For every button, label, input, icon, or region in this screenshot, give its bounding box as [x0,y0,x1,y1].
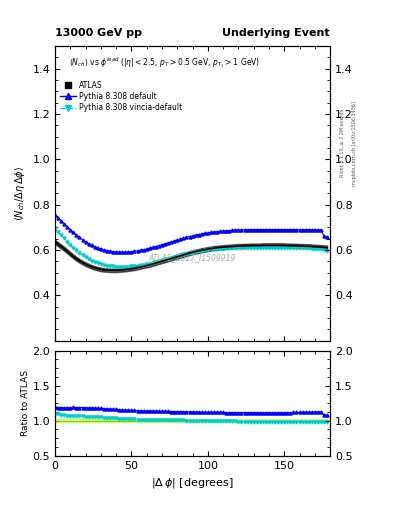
Text: mcplots.cern.ch [arXiv:1306.3436]: mcplots.cern.ch [arXiv:1306.3436] [352,101,357,186]
Text: Rivet 3.1.10, ≥ 2.2M events: Rivet 3.1.10, ≥ 2.2M events [340,109,345,178]
Text: 13000 GeV pp: 13000 GeV pp [55,28,142,38]
X-axis label: $|\Delta\,\phi|$ [degrees]: $|\Delta\,\phi|$ [degrees] [151,476,234,490]
Y-axis label: Ratio to ATLAS: Ratio to ATLAS [20,370,29,436]
Legend: ATLAS, Pythia 8.308 default, Pythia 8.308 vincia-default: ATLAS, Pythia 8.308 default, Pythia 8.30… [59,79,184,114]
Text: Underlying Event: Underlying Event [222,28,330,38]
Text: ATLAS_2017_I1509919: ATLAS_2017_I1509919 [149,253,236,263]
Text: $\langle N_{ch}\rangle$ vs $\phi^{lead}$ ($|\eta| < 2.5$, $p_T > 0.5$ GeV, $p_{T: $\langle N_{ch}\rangle$ vs $\phi^{lead}$… [69,55,260,70]
Y-axis label: $\langle N_{ch} / \Delta\eta\,\Delta\phi \rangle$: $\langle N_{ch} / \Delta\eta\,\Delta\phi… [13,166,27,221]
